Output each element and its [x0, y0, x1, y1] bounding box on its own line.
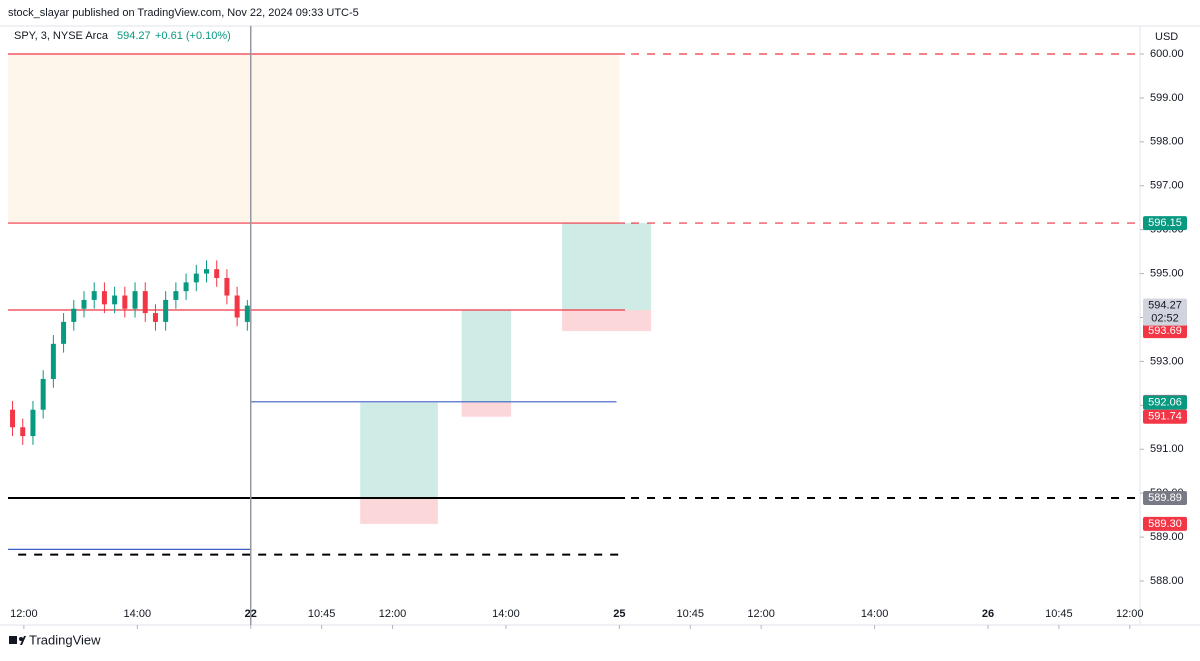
- price-tag: [1143, 409, 1187, 424]
- x-tick-label: 26: [982, 608, 994, 620]
- candle-body: [61, 321, 67, 344]
- brand[interactable]: TradingView: [29, 632, 101, 647]
- candle-body: [214, 269, 220, 278]
- price-tag: [1143, 490, 1187, 505]
- last-price-tag-label: 594.27: [1148, 300, 1182, 312]
- candle-body: [132, 291, 138, 309]
- candle-body: [81, 299, 87, 309]
- price-tag-label: 592.06: [1148, 397, 1182, 409]
- price-tag: [1143, 324, 1187, 339]
- candle-body: [122, 295, 128, 309]
- symbol[interactable]: SPY, 3, NYSE Arca: [14, 30, 109, 42]
- last-price-tag: [1143, 298, 1187, 326]
- candle-body: [112, 295, 118, 305]
- candle-body: [244, 305, 250, 322]
- y-tick-label: 588.00: [1150, 575, 1184, 587]
- price-tag-label: 589.30: [1148, 518, 1182, 530]
- x-tick-label: 14:00: [492, 608, 520, 620]
- currency[interactable]: USD: [1155, 31, 1178, 43]
- position-stop: [360, 497, 438, 524]
- position-target: [461, 310, 512, 402]
- candle-body: [50, 343, 56, 379]
- y-tick-label: 598.00: [1150, 136, 1184, 148]
- candle-body: [152, 313, 158, 322]
- candle-body: [71, 308, 77, 322]
- position-target: [562, 223, 652, 311]
- candle-body: [183, 282, 189, 292]
- candle-body: [20, 427, 26, 437]
- position-stop: [562, 310, 652, 332]
- x-tick-label: 12:00: [747, 608, 775, 620]
- y-tick-label: 589.00: [1150, 531, 1184, 543]
- position-target: [360, 402, 438, 498]
- candle-body: [10, 409, 16, 428]
- price-tag: [1143, 216, 1187, 231]
- published: stock_slayar published on TradingView.co…: [8, 7, 359, 19]
- price-tag: [1143, 395, 1187, 410]
- y-tick-label: 597.00: [1150, 180, 1184, 192]
- countdown: 02:52: [1151, 313, 1179, 325]
- candle-body: [163, 299, 169, 322]
- candle-body: [30, 409, 36, 437]
- x-tick-label: 12:00: [10, 608, 38, 620]
- last-price: 594.27: [117, 30, 151, 42]
- y-tick-label: 591.00: [1150, 443, 1184, 455]
- price-tag: [1143, 516, 1187, 531]
- x-tick-label: 10:45: [308, 608, 336, 620]
- candle-body: [101, 291, 107, 305]
- x-tick-label: 25: [613, 608, 625, 620]
- price-tag-label: 589.89: [1148, 492, 1182, 504]
- x-tick-label: 14:00: [124, 608, 152, 620]
- price-tag-label: 596.15: [1148, 217, 1182, 229]
- candle-body: [91, 291, 97, 300]
- y-tick-label: 600.00: [1150, 48, 1184, 60]
- y-tick-label: 595.00: [1150, 267, 1184, 279]
- candle-body: [193, 273, 199, 283]
- x-tick-label: 12:00: [1116, 608, 1144, 620]
- legend-bg: [8, 28, 236, 44]
- change: +0.61 (+0.10%): [155, 30, 231, 42]
- candle-body: [203, 269, 209, 274]
- candle-body: [173, 291, 179, 300]
- x-tick-label: 10:45: [1045, 608, 1073, 620]
- y-tick-label: 593.00: [1150, 355, 1184, 367]
- position-stop: [461, 401, 512, 417]
- price-tag-label: 593.69: [1148, 325, 1182, 337]
- x-tick-label: 14:00: [861, 608, 889, 620]
- candle-body: [142, 291, 148, 314]
- zone: [8, 54, 620, 224]
- candle-body: [224, 277, 230, 296]
- logo: [9, 636, 26, 645]
- candle-body: [234, 295, 240, 318]
- x-tick-label: 12:00: [379, 608, 407, 620]
- price-tag-label: 591.74: [1148, 411, 1182, 423]
- candle-body: [40, 378, 46, 410]
- x-tick-label: 10:45: [676, 608, 704, 620]
- y-tick-label: 599.00: [1150, 92, 1184, 104]
